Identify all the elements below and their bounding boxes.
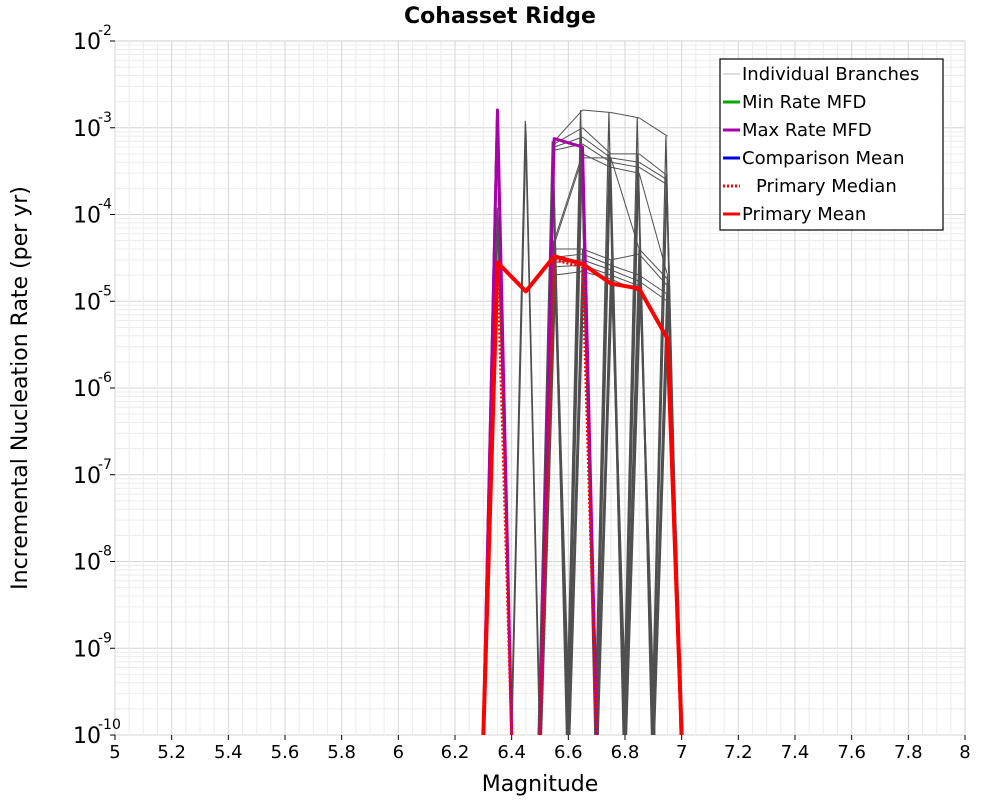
branch-connector [610,264,640,276]
y-tick-exponent: -6 [98,370,112,386]
y-tick-exponent: -3 [98,110,112,126]
x-tick-label: 6.8 [611,742,640,763]
x-tick-label: 8 [959,742,970,763]
y-tick-label: 10 [73,204,101,229]
x-tick-label: 5.2 [157,742,186,763]
branch-connector [554,271,583,276]
series-line-max-rate-mfd [538,137,599,736]
branch-connector [638,248,668,280]
y-tick-label: 10 [73,30,101,55]
series-lines [481,108,684,736]
legend-label: Primary Median [756,176,897,197]
branch-connector [610,157,640,163]
branch-line [597,279,628,736]
chart-title: Cohasset Ridge [404,4,596,29]
x-tick-label: 7.2 [724,742,753,763]
legend-label: Max Rate MFD [742,120,872,141]
branch-connector [610,269,640,282]
y-tick-label: 10 [73,724,101,749]
branch-connector [553,153,583,241]
branch-connector [610,274,640,287]
branch-connector [553,109,583,142]
y-tick-exponent: -2 [98,23,112,39]
x-tick-label: 5.8 [327,742,356,763]
y-tick-exponent: -4 [98,197,112,213]
x-tick-label: 7.4 [781,742,810,763]
branch-connector [638,153,668,177]
branch-connector [638,172,668,276]
branch-connector [553,157,583,245]
x-tick-label: 5.6 [271,742,300,763]
x-tick-label: 6.4 [497,742,526,763]
x-tick-label: 6.2 [441,742,470,763]
branch-connector [582,127,612,155]
y-axis-label: Incremental Nucleation Rate (per yr) [8,186,33,590]
x-axis-label: Magnitude [482,772,599,797]
branch-connector [610,111,640,119]
branch-connector [582,109,611,113]
branch-connector [582,143,612,163]
x-tick-label: 5.4 [214,742,243,763]
branch-connector [610,161,640,168]
y-tick-label: 10 [73,117,101,142]
legend-label: Min Rate MFD [742,92,866,113]
x-tick-label: 7.8 [894,742,923,763]
y-tick-exponent: -7 [98,457,112,473]
branch-connector [582,153,612,168]
x-tick-label: 5 [109,742,120,763]
series-line-primary-mean [481,254,684,736]
legend-label: Individual Branches [742,64,919,85]
branch-connector [610,157,640,250]
branch-connector [638,253,668,287]
y-tick-exponent: -10 [98,717,121,733]
branch-connector [610,253,640,261]
y-tick-label: 10 [73,377,101,402]
y-tick-label: 10 [73,637,101,662]
y-tick-exponent: -9 [98,630,112,646]
branch-connector [582,259,611,271]
series-line-primary-median [481,258,514,736]
legend: Individual Branches Min Rate MFD Max Rate … [719,58,944,231]
legend-box [719,58,944,231]
y-tick-label: 10 [73,551,101,576]
y-tick-label: 10 [73,464,101,489]
branch-connector [554,264,583,268]
branch-line [511,131,541,736]
y-tick-exponent: -5 [98,283,112,299]
legend-label: Primary Mean [742,204,866,225]
branch-connector [582,253,612,266]
branch-connector [582,248,612,261]
y-tick-exponent: -8 [98,544,112,560]
legend-label: Comparison Mean [742,148,905,169]
series-line-primary-median [538,258,599,736]
x-axis-ticks: 5 5.2 5.4 5.6 5.8 6 6.2 6.4 6.6 6.8 7 7.2 7.4 7.6 7.8 8 [109,735,971,763]
branch-connector [638,280,668,302]
x-tick-label: 7 [676,742,687,763]
x-tick-label: 6.6 [554,742,583,763]
branch-connector [638,161,668,181]
branch-connector [582,136,612,159]
branch-connector [638,274,668,295]
branch-connector [638,117,668,137]
x-tick-label: 6 [393,742,404,763]
x-tick-label: 7.6 [837,742,866,763]
y-tick-label: 10 [73,290,101,315]
branch-connector [610,166,640,174]
branch-connector [638,166,668,186]
